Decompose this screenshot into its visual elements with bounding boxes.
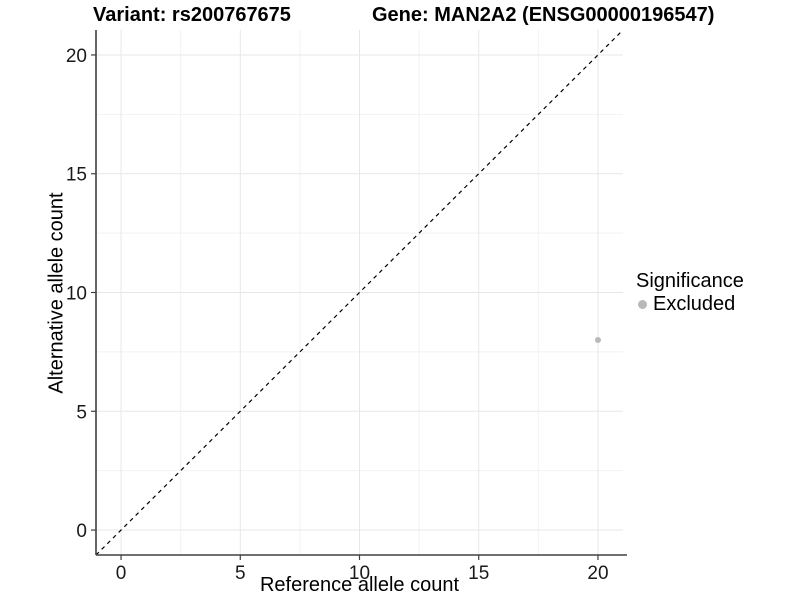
y-axis-title: Alternative allele count <box>45 192 68 394</box>
legend-item-label: Excluded <box>653 293 736 315</box>
plot-title-gene: Gene: MAN2A2 (ENSG00000196547) <box>372 4 715 26</box>
legend-key-dot-icon <box>638 300 647 309</box>
data-point <box>594 337 601 344</box>
legend-title: Significance <box>636 270 744 292</box>
x-tick-label: 15 <box>468 563 489 584</box>
x-tick-label: 0 <box>116 563 127 584</box>
y-tick-label: 15 <box>66 165 87 186</box>
y-tick-label: 20 <box>66 46 87 67</box>
identity-line <box>95 29 624 556</box>
legend-item-excluded: Excluded <box>638 293 744 316</box>
y-tick-label: 0 <box>76 521 87 542</box>
x-tick-label: 20 <box>587 563 608 584</box>
x-tick-label: 5 <box>235 563 246 584</box>
y-tick-label: 10 <box>66 284 87 305</box>
legend: Significance Excluded <box>636 270 744 316</box>
plot-title-variant: Variant: rs200767675 <box>93 4 291 26</box>
x-axis-title: Reference allele count <box>259 574 459 596</box>
x-tick-label: 10 <box>349 563 370 584</box>
y-tick-label: 5 <box>76 402 87 423</box>
